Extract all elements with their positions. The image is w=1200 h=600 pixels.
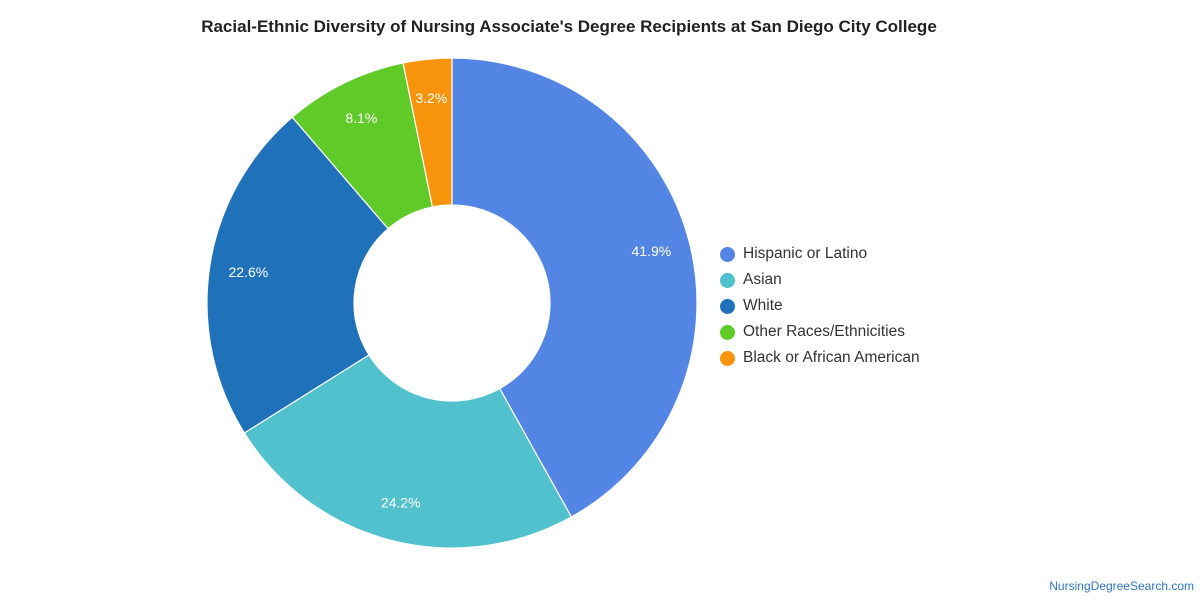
legend-swatch [720, 272, 735, 288]
legend-swatch [720, 298, 735, 314]
slice-label: 24.2% [381, 495, 421, 511]
legend-label: Other Races/Ethnicities [743, 323, 905, 340]
legend-item[interactable]: White [720, 293, 920, 319]
legend-item[interactable]: Other Races/Ethnicities [720, 319, 920, 345]
slice-label: 22.6% [228, 264, 268, 280]
slice-label: 8.1% [345, 110, 377, 126]
legend-swatch [720, 246, 735, 262]
legend-item[interactable]: Black or African American [720, 345, 920, 371]
slice-label: 41.9% [632, 243, 672, 259]
legend-label: White [743, 297, 783, 314]
legend-label: Black or African American [743, 349, 920, 366]
slice-label: 3.2% [415, 90, 447, 106]
slice-black-or-african-american[interactable] [402, 57, 453, 208]
slice-hispanic-or-latino[interactable] [451, 57, 698, 518]
chart-legend: Hispanic or Latino Asian White Other Races/… [720, 241, 920, 371]
legend-label: Hispanic or Latino [743, 245, 868, 262]
source-watermark[interactable]: NursingDegreeSearch.com [1049, 579, 1194, 593]
legend-swatch [720, 350, 735, 366]
slice-white[interactable] [206, 116, 389, 434]
legend-item[interactable]: Asian [720, 267, 920, 293]
legend-label: Asian [743, 271, 782, 288]
chart-title: Racial-Ethnic Diversity of Nursing Assoc… [201, 17, 937, 36]
legend-swatch [720, 324, 735, 340]
legend-item[interactable]: Hispanic or Latino [720, 241, 920, 267]
slice-asian[interactable] [243, 354, 573, 549]
